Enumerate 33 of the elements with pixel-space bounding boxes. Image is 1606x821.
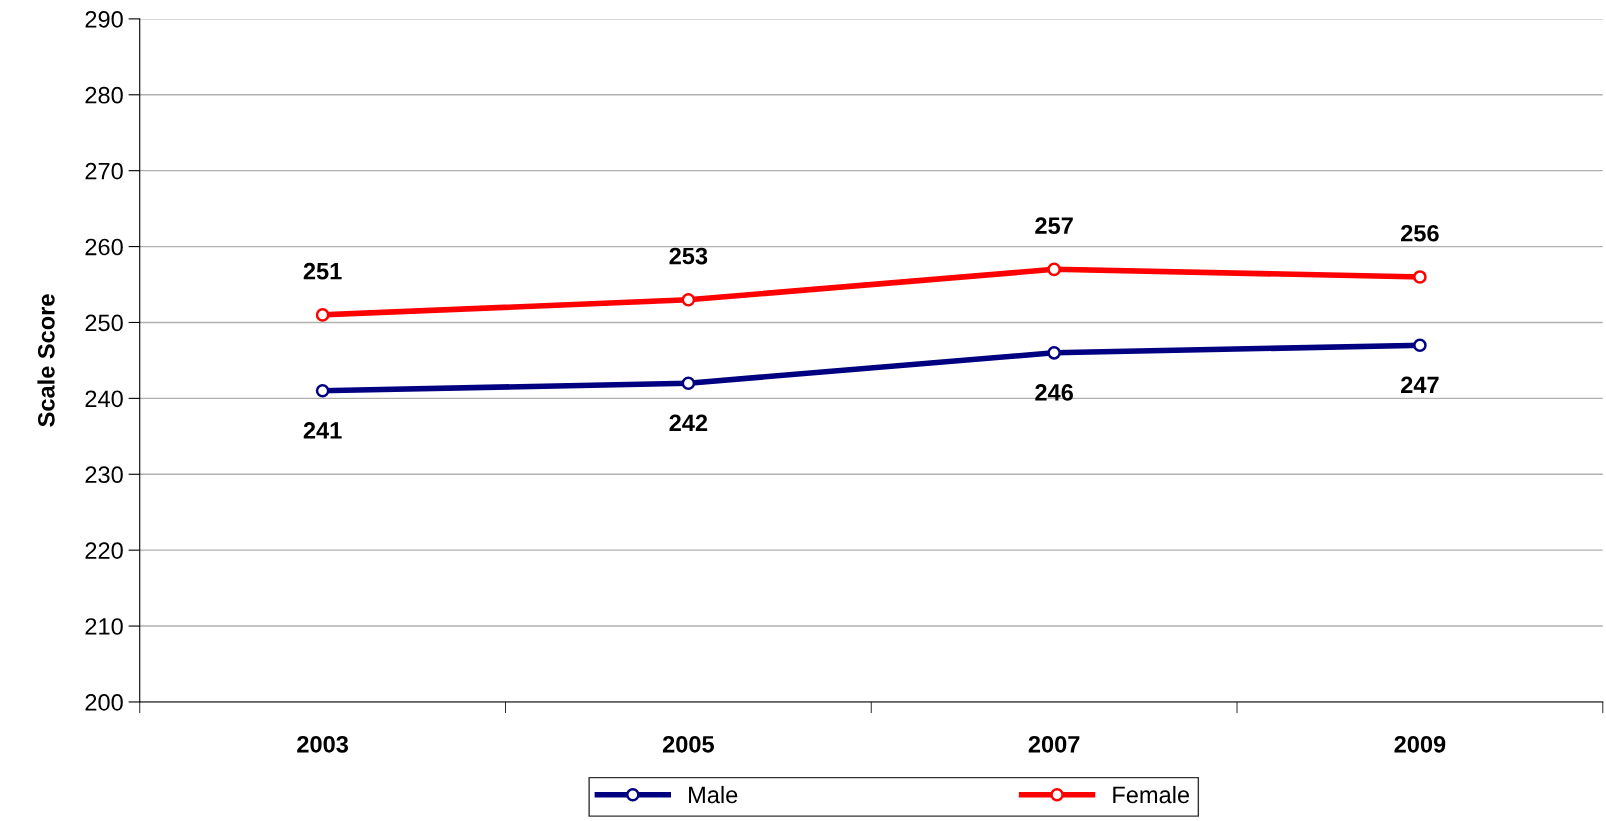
legend-label: Female [1113,785,1190,804]
y-tick-label: 260 [85,238,123,256]
data-label: 246 [1035,384,1073,401]
point [681,376,696,390]
x-tick-label: 2009 [1394,735,1446,753]
y-tick-label: 240 [85,390,123,408]
point [1413,338,1427,353]
point [315,383,330,398]
point [1047,346,1061,360]
y-tick-label: 290 [85,10,123,28]
x-tick-label: 2007 [1028,735,1080,753]
y-tick-label: 250 [85,314,123,332]
y-tick-label: 220 [85,542,123,559]
y-tick-label: 200 [85,694,123,711]
data-label: 251 [303,262,342,280]
data-label: 256 [1401,224,1439,242]
point [315,308,330,322]
y-tick-label: 270 [85,162,123,180]
y-tick-label: 210 [85,618,123,635]
y-tick-label: 280 [85,86,123,104]
x-tick-label: 2005 [662,735,714,753]
legend-label: Male [689,785,738,804]
y-axis-title: Scale Score [37,294,55,427]
data-label: 242 [669,414,708,431]
point [1413,270,1427,284]
x-tick-label: 2003 [297,735,349,753]
point [1047,262,1061,277]
point [681,292,696,307]
data-label: 247 [1401,376,1439,394]
data-label: 257 [1035,217,1073,235]
data-label: 241 [303,422,342,439]
y-tick-label: 230 [85,466,123,484]
data-label: 253 [669,247,708,265]
